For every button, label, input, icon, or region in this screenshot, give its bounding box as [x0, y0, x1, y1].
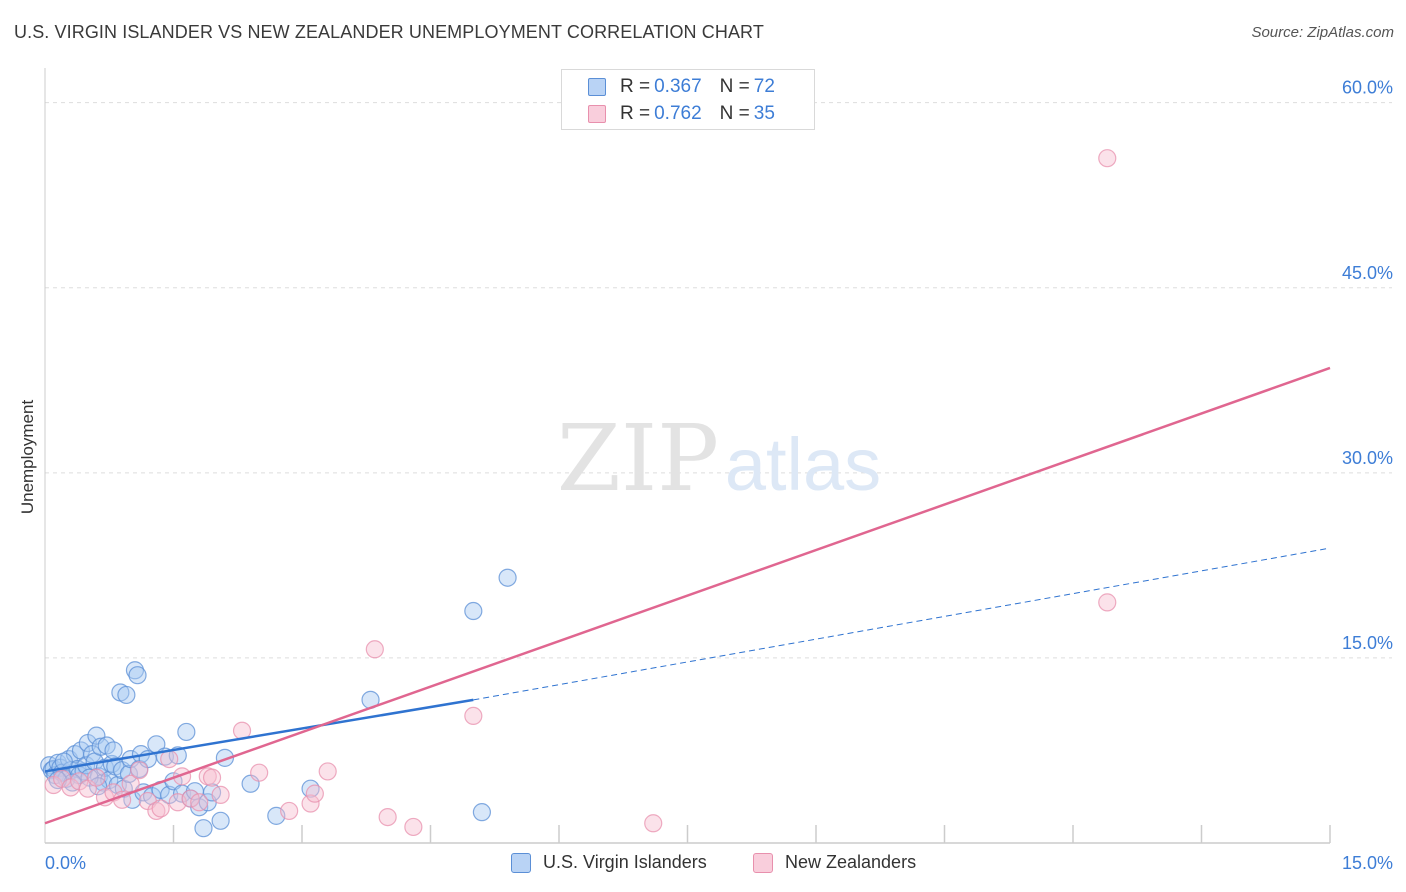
data-point-virgin-islanders — [177, 722, 196, 742]
r-value: 0.762 — [654, 103, 702, 124]
data-point-new-zealanders — [160, 749, 179, 769]
data-point-virgin-islanders — [104, 741, 123, 760]
data-point-new-zealanders — [644, 814, 663, 833]
pink-swatch — [588, 105, 606, 123]
data-point-new-zealanders — [318, 762, 337, 781]
data-point-virgin-islanders — [498, 568, 517, 587]
data-point-new-zealanders — [1098, 593, 1117, 612]
legend-item-new-zealanders[interactable]: New Zealanders — [753, 852, 916, 873]
legend-item-virgin-islanders[interactable]: U.S. Virgin Islanders — [511, 852, 707, 873]
data-point-new-zealanders — [280, 801, 299, 821]
blue-swatch — [588, 78, 606, 96]
x-tick-label: 15.0% — [1342, 853, 1393, 873]
n-label: N = — [719, 103, 750, 124]
data-point-new-zealanders — [87, 768, 106, 787]
data-point-virgin-islanders — [464, 601, 483, 621]
data-point-new-zealanders — [464, 706, 483, 726]
correlation-legend: R = 0.367 N = 72 R = 0.762 N = 35 — [561, 69, 815, 130]
legend-row-blue: R = 0.367 N = 72 — [588, 76, 775, 98]
y-tick-label: 45.0% — [1342, 263, 1393, 283]
data-point-new-zealanders — [250, 763, 269, 782]
grid-lines — [45, 102, 1392, 659]
data-point-virgin-islanders — [117, 685, 136, 705]
blue-swatch — [511, 852, 531, 873]
data-point-new-zealanders — [151, 799, 170, 818]
data-point-new-zealanders — [1098, 149, 1117, 168]
trend-line-new-zealanders — [44, 366, 1331, 825]
legend-row-pink: R = 0.762 N = 35 — [588, 103, 775, 125]
trend-line-virgin-islanders — [44, 698, 474, 773]
data-point-virgin-islanders — [472, 803, 491, 822]
r-label: R = — [620, 76, 651, 97]
y-tick-label: 60.0% — [1342, 78, 1393, 98]
watermark: ZIP atlas — [557, 405, 881, 512]
source-label: Source: ZipAtlas.com — [1251, 24, 1394, 41]
x-tick-label: 0.0% — [45, 853, 86, 873]
chart-title: U.S. VIRGIN ISLANDER VS NEW ZEALANDER UN… — [14, 22, 764, 42]
r-value: 0.367 — [654, 76, 702, 97]
n-label: N = — [719, 76, 750, 97]
data-point-new-zealanders — [365, 640, 384, 659]
watermark-zip: ZIP — [557, 405, 719, 512]
data-point-new-zealanders — [211, 785, 230, 804]
data-point-new-zealanders — [190, 793, 209, 812]
y-tick-label: 15.0% — [1342, 633, 1393, 653]
series-legend: U.S. Virgin Islanders New Zealanders — [0, 852, 1406, 876]
data-point-new-zealanders — [130, 761, 149, 780]
n-value: 35 — [753, 103, 775, 124]
data-point-virgin-islanders — [128, 666, 147, 685]
n-value: 72 — [753, 76, 775, 97]
data-point-virgin-islanders — [211, 811, 230, 830]
data-point-new-zealanders — [301, 794, 320, 813]
trend-line-virgin-islanders-dashed — [473, 547, 1331, 701]
r-label: R = — [620, 103, 651, 124]
legend-label: U.S. Virgin Islanders — [543, 852, 707, 872]
y-tick-label: 30.0% — [1342, 448, 1393, 468]
watermark-atlas: atlas — [725, 423, 881, 506]
tick-labels: 15.0% 30.0% 45.0% 60.0% 0.0% 15.0% — [45, 78, 1393, 873]
trend-lines — [44, 366, 1331, 825]
axes — [44, 68, 1331, 844]
data-point-new-zealanders — [378, 807, 397, 827]
data-point-new-zealanders — [404, 817, 423, 837]
data-point-virgin-islanders — [194, 819, 213, 838]
pink-swatch — [753, 852, 773, 873]
data-point-virgin-islanders — [125, 661, 145, 680]
legend-label: New Zealanders — [785, 852, 917, 872]
data-point-new-zealanders — [305, 784, 324, 803]
data-point-new-zealanders — [202, 768, 222, 787]
